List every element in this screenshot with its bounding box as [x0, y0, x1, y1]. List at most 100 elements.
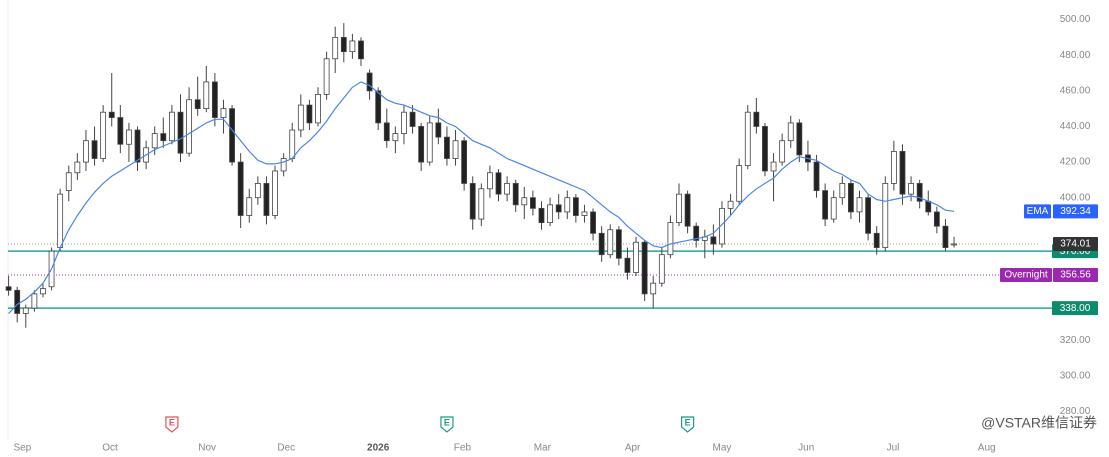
candle-body [100, 111, 107, 159]
candle-body [495, 172, 502, 195]
candle-body [693, 225, 700, 241]
ema-value-bg [1053, 204, 1098, 219]
candle-body [263, 183, 270, 216]
candle-body [615, 229, 622, 259]
candle-body [194, 99, 201, 110]
candle-body [933, 211, 940, 227]
ema-value: 392.34 [1060, 206, 1091, 217]
candle-body [272, 170, 278, 216]
y-tick-label: 460.00 [1060, 85, 1091, 96]
candle-body [676, 193, 682, 224]
candle-body [160, 133, 167, 142]
candle-body [435, 122, 442, 138]
candle-body [762, 126, 768, 172]
y-tick-label: 480.00 [1060, 50, 1091, 61]
candle-body [607, 229, 614, 256]
candle-body [151, 133, 158, 149]
candle-body [117, 117, 124, 145]
x-tick-label: Sep [13, 443, 31, 454]
candle-body [504, 183, 511, 195]
x-tick-label: Apr [625, 443, 641, 454]
x-tick-label: 2026 [367, 443, 390, 454]
candle-body [736, 165, 743, 202]
y-tick-label: 400.00 [1060, 192, 1091, 203]
candle-body [882, 183, 889, 248]
candle-body [581, 211, 588, 216]
candle-body [529, 197, 536, 209]
candle-body [787, 122, 794, 142]
candle-body [848, 183, 854, 213]
candle-body [598, 232, 605, 256]
y-tick-label: 320.00 [1060, 335, 1091, 346]
candle-body [521, 197, 528, 206]
candle-body [650, 282, 657, 295]
level-label: 338.00 [1060, 303, 1091, 314]
candle-body [237, 161, 244, 216]
candle-body [229, 108, 235, 163]
candle-body [572, 197, 579, 216]
x-tick-label: Jun [798, 443, 814, 454]
candle-body [590, 211, 596, 234]
candle-body [822, 190, 829, 220]
candle-body [246, 197, 253, 216]
candle-body [297, 104, 304, 131]
candle-body [418, 126, 425, 163]
candle-body [392, 133, 399, 142]
event-label: E [444, 417, 450, 427]
overnight-name-bg [1000, 268, 1052, 283]
candle-body [126, 129, 132, 145]
candle-body [684, 193, 691, 227]
candle-body [633, 241, 639, 273]
event-label: E [169, 417, 175, 427]
event-marker [440, 416, 454, 433]
candle-body [134, 129, 141, 163]
candle-body [908, 183, 914, 195]
candle-body [839, 183, 846, 199]
candle-body [925, 200, 932, 213]
candle-body [469, 183, 476, 220]
candle-body [538, 207, 545, 224]
x-tick-label: Mar [534, 443, 552, 454]
y-tick-label: 500.00 [1060, 14, 1091, 25]
candle-body [813, 161, 820, 191]
candle-body [57, 193, 64, 248]
candle-body [547, 204, 553, 224]
candle-body [641, 241, 648, 295]
candle-body [14, 289, 21, 314]
candle-body [31, 293, 38, 309]
last-price-label: 374.01 [1060, 239, 1091, 250]
level-label-bg [1052, 301, 1098, 316]
x-tick-label: Jul [887, 443, 900, 454]
last-price-label-bg [1053, 236, 1098, 251]
candle-body [366, 72, 373, 92]
candle-body [865, 197, 871, 234]
candle-body [916, 183, 923, 202]
x-tick-label: Aug [978, 443, 996, 454]
candle-body [461, 140, 468, 184]
overnight-name: Overnight [1004, 270, 1048, 281]
candle-body [744, 111, 751, 167]
candle-body [873, 232, 880, 248]
candle-body [710, 236, 717, 245]
candle-body [401, 111, 407, 134]
candle-body [426, 122, 433, 163]
candle-body [658, 254, 665, 284]
candle-body [340, 37, 347, 53]
x-tick-label: May [713, 443, 732, 454]
candle-body [289, 129, 296, 159]
candle-body [349, 40, 356, 53]
candle-body [65, 172, 72, 191]
candle-body [624, 257, 631, 273]
watermark: @VSTAR维信证券 [981, 415, 1097, 431]
candle-body [753, 111, 760, 127]
candle-body [220, 108, 227, 118]
ema-name-bg [1024, 204, 1051, 219]
level-label: 370.00 [1060, 246, 1091, 257]
candle-body [211, 81, 218, 118]
candle-body [564, 197, 571, 213]
candle-body [487, 172, 493, 190]
candle-body [383, 122, 390, 142]
candle-body [83, 140, 89, 163]
candle-body [667, 222, 674, 256]
